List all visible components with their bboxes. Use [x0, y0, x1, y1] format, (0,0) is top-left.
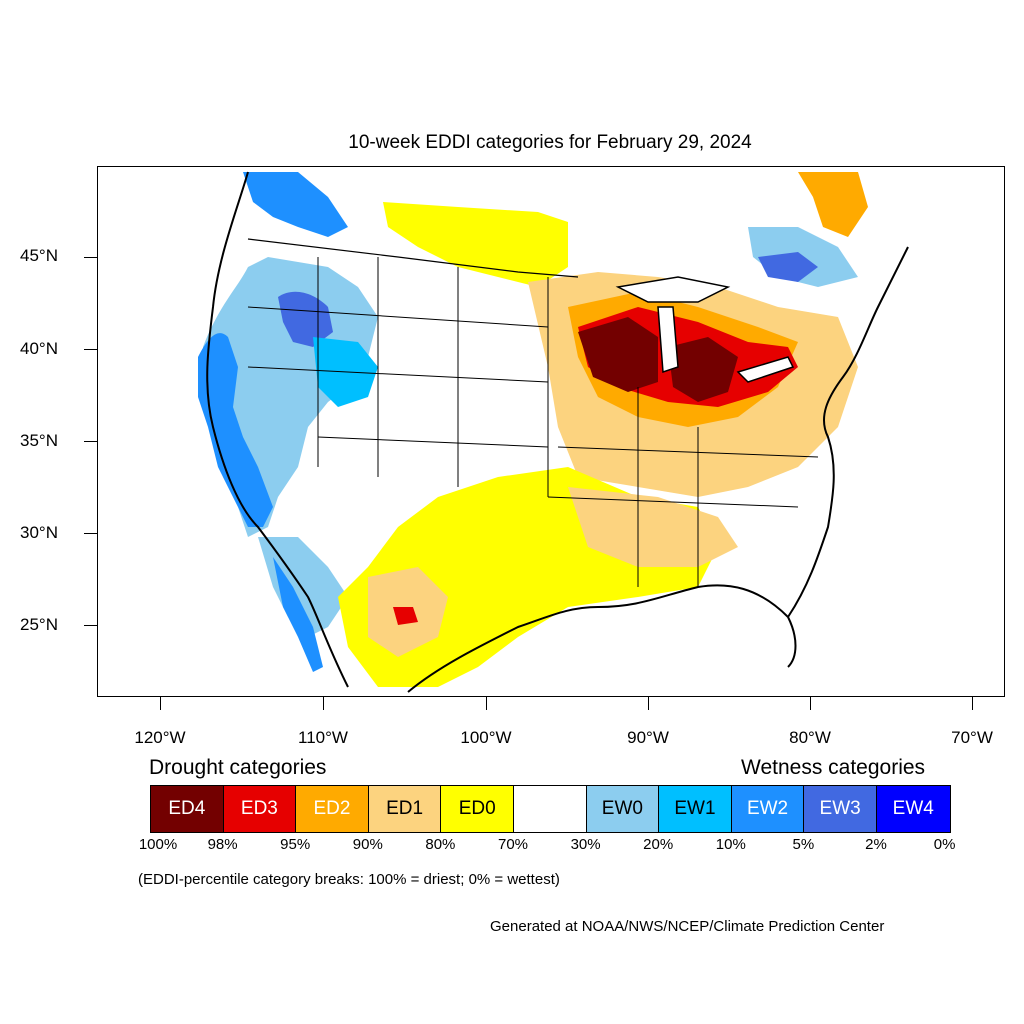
map-canvas: [198, 171, 909, 693]
northeast-dry: [798, 172, 868, 237]
great-lakes-ed4-east: [668, 337, 738, 402]
lon-label-80: 80°W: [789, 728, 831, 747]
baja-wet: [273, 557, 323, 672]
legend-swatch-ed4: ED4: [151, 786, 224, 832]
north-plains-dry: [383, 202, 568, 287]
legend-color-bar: ED4 ED3 ED2 ED1 ED0 EW0 EW1 EW2 EW3 EW4: [150, 785, 951, 833]
lon-tick: [972, 697, 973, 710]
lat-tick: [84, 625, 97, 626]
pacific-nw-wet: [243, 172, 348, 237]
legend-break-label: 70%: [497, 836, 529, 853]
lat-tick: [84, 441, 97, 442]
legend-break-label: 5%: [792, 836, 815, 853]
coastline-west: [206, 171, 349, 688]
legend-swatch-ed3: ED3: [223, 786, 297, 832]
lon-label-110: 110°W: [298, 728, 348, 747]
legend-swatch-normal: [513, 786, 587, 832]
lon-tick: [648, 697, 649, 710]
legend-swatch-ed2: ED2: [296, 786, 369, 832]
legend-swatch-ew0: EW0: [586, 786, 660, 832]
lat-label-25: 25°N: [20, 615, 58, 634]
lat-label-30: 30°N: [20, 523, 58, 542]
mexico-wet: [258, 537, 348, 637]
idaho-wet: [278, 291, 333, 347]
lon-tick: [810, 697, 811, 710]
lon-label-100: 100°W: [460, 728, 512, 747]
lat-tick: [84, 257, 97, 258]
map-title: 10-week EDDI categories for February 29,…: [348, 132, 752, 153]
legend-swatch-ed0: ED0: [441, 786, 514, 832]
mid-south-ed1: [568, 487, 738, 567]
lat-tick: [84, 533, 97, 534]
west-coast-wet-core: [198, 333, 273, 527]
legend-break-label: 30%: [570, 836, 601, 853]
lon-label-90: 90°W: [627, 728, 669, 747]
legend-break-label: 98%: [207, 836, 238, 853]
lon-label-70: 70°W: [951, 728, 993, 747]
state-boundaries: [247, 257, 819, 587]
lon-tick: [160, 697, 161, 710]
legend-break-label: 20%: [643, 836, 674, 853]
legend-break-label: 100%: [138, 836, 178, 853]
lat-label-40: 40°N: [20, 339, 58, 358]
lake-michigan: [657, 306, 679, 374]
texas-ed3: [393, 607, 418, 625]
lake-superior: [615, 276, 731, 303]
lon-tick: [486, 697, 487, 710]
legend-swatch-ew4: EW4: [876, 786, 950, 832]
legend-swatch-ew2: EW2: [731, 786, 805, 832]
legend-break-label: 2%: [865, 836, 887, 853]
drought-heading: Drought categories: [149, 756, 327, 779]
lat-label-35: 35°N: [20, 431, 58, 450]
legend-break-label: 0%: [933, 836, 956, 853]
wetness-heading: Wetness categories: [741, 756, 926, 779]
coastline-east: [787, 246, 909, 618]
lat-label-45: 45°N: [20, 246, 58, 265]
lon-label-120: 120°W: [134, 728, 186, 747]
legend-swatch-ew3: EW3: [804, 786, 877, 832]
legend-break-label: 90%: [352, 836, 383, 853]
legend-swatch-ed1: ED1: [368, 786, 442, 832]
credit-text: Generated at NOAA/NWS/NCEP/Climate Predi…: [490, 918, 885, 935]
lat-tick: [84, 349, 97, 350]
lake-erie: [736, 356, 795, 383]
great-lakes-ed4-west: [578, 317, 658, 392]
legend-break-label: 10%: [715, 836, 746, 853]
lon-tick: [323, 697, 324, 710]
legend-swatch-ew1: EW1: [659, 786, 732, 832]
category-note: (EDDI-percentile category breaks: 100% =…: [138, 871, 560, 888]
legend-break-label: 80%: [425, 836, 456, 853]
eddi-map: [97, 166, 1005, 697]
legend-break-label: 95%: [280, 836, 311, 853]
us-canada-border: [247, 238, 579, 278]
canada-east-wet-core: [758, 252, 818, 282]
